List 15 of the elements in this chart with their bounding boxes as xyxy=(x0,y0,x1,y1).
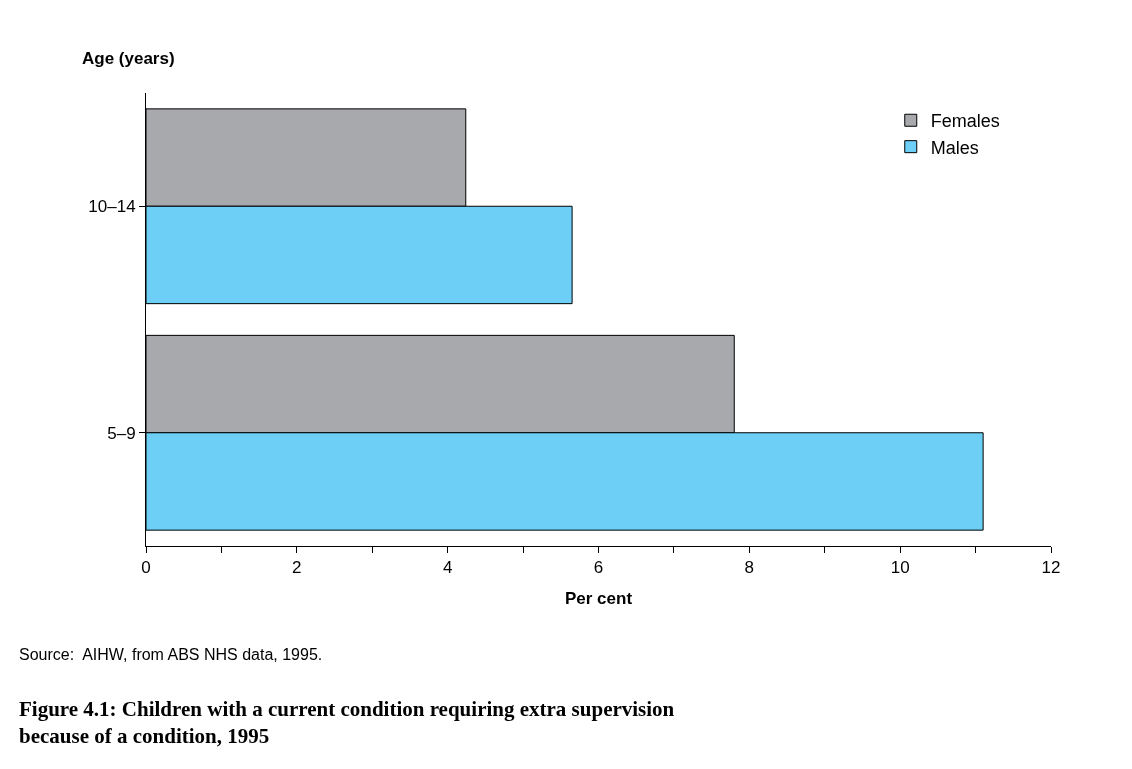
y-axis-title: Age (years) xyxy=(82,49,175,68)
x-tick-label: 10 xyxy=(890,558,910,578)
x-tick-label: 8 xyxy=(744,558,755,578)
legend-label: Males xyxy=(930,137,979,158)
x-tick-label: 12 xyxy=(1041,558,1061,578)
x-tick-label: 0 xyxy=(141,558,151,578)
legend-label: Females xyxy=(930,111,1000,132)
x-tick-label: 6 xyxy=(593,558,604,578)
x-axis-title: Per cent xyxy=(564,588,633,608)
y-tick-label: 5–9 xyxy=(107,423,136,443)
y-tick-label: 10–14 xyxy=(88,197,136,217)
source-note: Source: AIHW, from ABS NHS data, 1995. xyxy=(19,646,323,663)
x-tick-label: 2 xyxy=(292,558,302,578)
x-tick-label: 4 xyxy=(442,558,453,578)
text: Figure 4.1: Children with a current condition requiring extra supervision because of a condition, 1995 xyxy=(19,697,675,749)
